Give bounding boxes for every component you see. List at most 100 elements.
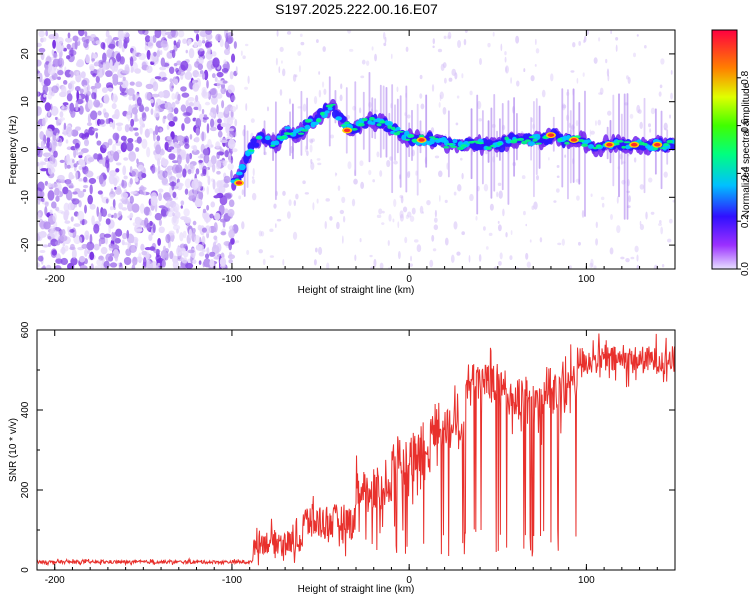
spectrogram-speckle bbox=[482, 226, 486, 231]
spectrogram-noise-cell bbox=[130, 118, 135, 127]
spectrogram-speckle bbox=[595, 221, 598, 229]
snr-x-tick-label: 0 bbox=[406, 575, 412, 586]
spectrogram-noise-cell bbox=[90, 85, 96, 90]
spectrogram-noise-cell bbox=[161, 157, 166, 165]
spectrogram-speckle bbox=[650, 107, 656, 115]
spectrogram-noise-cell bbox=[146, 65, 153, 74]
spectrogram-noise-cell bbox=[191, 80, 195, 84]
spectrogram-noise-cell bbox=[152, 81, 159, 92]
spectrogram-noise-cell bbox=[63, 202, 70, 213]
spectrogram-speckle bbox=[369, 254, 373, 258]
spectrogram-ridge-cell bbox=[304, 124, 311, 130]
spectrogram-noise-cell bbox=[108, 243, 115, 249]
spectrogram-speckle bbox=[530, 75, 535, 82]
spectrogram-noise-cell bbox=[216, 79, 221, 89]
spectrogram-noise-cell bbox=[139, 124, 143, 135]
spectrogram-noise-cell bbox=[86, 241, 95, 251]
spectrogram-speckle bbox=[304, 192, 310, 195]
spectrogram-noise-cell bbox=[208, 251, 216, 257]
spectrogram-speckle bbox=[432, 45, 435, 49]
spectrogram-noise-cell bbox=[75, 171, 79, 180]
spectrogram-noise-cell bbox=[86, 90, 92, 96]
spectrogram-hotspot-core bbox=[631, 142, 638, 147]
spectrogram-noise-cell bbox=[83, 139, 90, 147]
spectrogram-speckle bbox=[322, 46, 326, 52]
spectrogram-speckle bbox=[576, 77, 579, 84]
spectrogram-noise-cell bbox=[83, 39, 89, 49]
spectrogram-noise-cell bbox=[108, 225, 111, 234]
spectrogram-speckle bbox=[525, 252, 529, 260]
spectrogram-speckle bbox=[286, 211, 291, 219]
spectrogram-noise-cell bbox=[81, 166, 87, 170]
spectrogram-noise-cell bbox=[54, 116, 58, 121]
spectrogram-noise-cell bbox=[99, 232, 106, 240]
spectrogram-noise-cell bbox=[188, 228, 192, 239]
spectrogram-speckle bbox=[469, 90, 473, 96]
spectrogram-noise-cell bbox=[141, 250, 148, 256]
spectrogram-speckle bbox=[426, 199, 431, 206]
spectrogram-speckle bbox=[516, 80, 520, 87]
spectrogram-speckle bbox=[649, 128, 652, 133]
spectrogram-noise-cell bbox=[187, 249, 195, 254]
spectrogram-noise-cell bbox=[69, 243, 75, 250]
spectrogram-noise-cell bbox=[103, 260, 110, 269]
spectrogram-noise-cell bbox=[61, 85, 67, 96]
spectrogram-speckle bbox=[242, 55, 246, 60]
spectrogram-speckle bbox=[409, 215, 415, 222]
spectrogram-noise-cell bbox=[38, 47, 46, 53]
spectrogram-noise-cell bbox=[198, 159, 204, 164]
spectrogram-ridge-cell bbox=[368, 116, 375, 121]
spectrogram-speckle bbox=[293, 199, 297, 207]
spectrogram-noise-cell bbox=[84, 230, 90, 240]
spectrogram-noise-cell bbox=[201, 248, 206, 253]
spectrogram-noise-cell bbox=[224, 39, 230, 50]
spectrogram-noise-cell bbox=[128, 244, 137, 253]
spectrogram-speckle bbox=[251, 192, 257, 201]
spectrogram-speckle bbox=[298, 65, 301, 73]
spectrogram-noise-cell bbox=[137, 30, 146, 35]
spectrogram-noise-cell bbox=[112, 132, 120, 141]
spectrogram-noise-cell bbox=[181, 257, 188, 264]
spectrogram-noise-cell bbox=[131, 168, 139, 178]
spectrogram-noise-cell bbox=[92, 40, 96, 45]
spectrogram-noise-cell bbox=[144, 45, 149, 51]
spectrogram-noise-cell bbox=[157, 262, 161, 267]
spectrogram-noise-cell bbox=[74, 142, 80, 149]
spectrogram-speckle bbox=[312, 202, 315, 211]
spectrogram-noise-cell bbox=[159, 50, 163, 56]
spectrogram-noise-cell bbox=[215, 33, 222, 42]
spectrogram-noise-cell bbox=[126, 110, 131, 116]
spectrogram-noise-cell bbox=[50, 106, 59, 116]
snr-y-tick-label: 400 bbox=[20, 401, 31, 418]
spectrogram-noise-cell bbox=[195, 117, 202, 129]
spectrogram-noise-cell bbox=[195, 33, 200, 42]
spectrogram-speckle bbox=[379, 170, 383, 177]
spectrogram-speckle bbox=[431, 234, 435, 242]
spectrogram-noise-cell bbox=[182, 111, 191, 117]
spectrogram-speckle bbox=[315, 247, 318, 253]
spectrogram-noise-cell bbox=[64, 209, 70, 217]
spectrogram-noise-cell bbox=[224, 150, 230, 158]
colorbar-tick-label: 0.2 bbox=[740, 214, 750, 228]
spectrogram-noise-cell bbox=[78, 151, 84, 155]
spectrogram-noise-cell bbox=[198, 57, 204, 65]
spectrogram-speckle bbox=[244, 43, 249, 47]
spectrogram-speckle bbox=[269, 228, 274, 233]
spectrogram-noise-cell bbox=[112, 37, 119, 41]
spectrogram-noise-cell bbox=[220, 86, 226, 95]
spectrogram-noise-cell bbox=[107, 138, 113, 146]
spectrogram-noise-cell bbox=[79, 255, 86, 263]
spectrogram-noise-cell bbox=[96, 140, 102, 146]
spectrogram-noise-cell bbox=[193, 30, 200, 34]
spectrogram-noise-cell bbox=[146, 222, 151, 231]
spectrogram-noise-cell bbox=[214, 212, 221, 221]
spectrogram-noise-cell bbox=[189, 152, 193, 160]
spectrogram-noise-cell bbox=[123, 256, 132, 266]
spectrogram-noise-cell bbox=[74, 85, 81, 92]
spectrogram-speckle bbox=[497, 220, 500, 224]
spectrogram-speckle bbox=[409, 263, 413, 267]
spectrogram-speckle bbox=[258, 249, 264, 254]
spectrogram-noise-cell bbox=[184, 138, 188, 143]
spectrogram-noise-cell bbox=[172, 191, 177, 199]
